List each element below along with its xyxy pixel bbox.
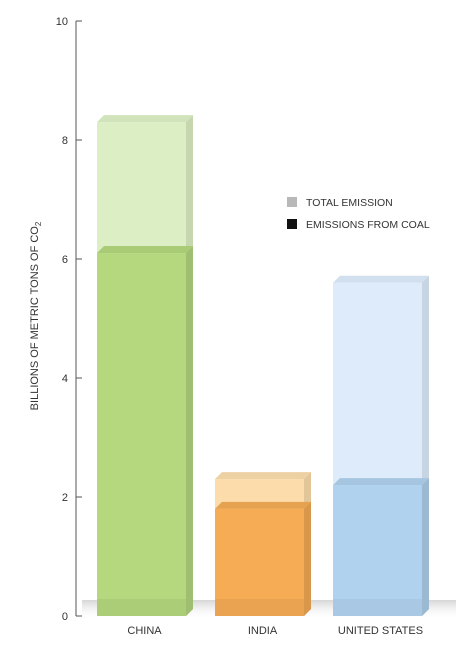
y-tick-label: 8 [62,135,68,147]
bar-emissions-from-coal-top [97,246,193,254]
bar-emissions-from-coal-side [186,246,193,617]
bar-emissions-from-coal-side [304,501,311,616]
bar-group-china [97,115,193,617]
y-tick-label: 4 [62,373,68,385]
bar-base [215,599,304,616]
y-tick-label: 10 [56,16,68,28]
x-category-label: INDIA [248,625,278,637]
y-axis-label: BILLIONS OF METRIC TONS OF CO2 [29,221,43,410]
bar-emissions-from-coal-side [422,478,429,616]
legend-label-total-emission: TOTAL EMISSION [306,197,393,209]
bar-group-united-states [333,275,429,616]
bar-total-emission-top [97,115,193,123]
legend-label-emissions-from-coal: EMISSIONS FROM COAL [306,219,430,231]
y-tick-label: 6 [62,254,68,266]
legend-swatch-total-emission [287,197,297,207]
bar-base [97,599,186,616]
y-axis: 0 2 4 6 8 10 [56,16,82,623]
category-labels: CHINA INDIA UNITED STATES [127,625,423,637]
legend-swatch-emissions-from-coal [287,219,297,229]
y-axis-label-text: BILLIONS OF METRIC TONS OF CO [29,226,41,411]
bar-total-emission-top [333,275,429,283]
bar-total-emission-top [215,472,311,480]
legend: TOTAL EMISSION EMISSIONS FROM COAL [287,197,430,231]
y-axis-label-subscript: 2 [34,221,43,226]
bar-base [333,599,422,616]
bar-group-india [215,472,311,616]
bar-emissions-from-coal [333,485,422,616]
x-category-label: UNITED STATES [338,625,423,637]
bar-emissions-from-coal-top [333,478,429,486]
y-tick-label: 2 [62,492,68,504]
bar-emissions-from-coal-top [215,501,311,509]
bars-group [97,115,429,617]
bar-emissions-from-coal [215,508,304,616]
y-tick-label: 0 [62,611,68,623]
bar-emissions-from-coal [97,253,186,617]
x-category-label: CHINA [127,625,162,637]
